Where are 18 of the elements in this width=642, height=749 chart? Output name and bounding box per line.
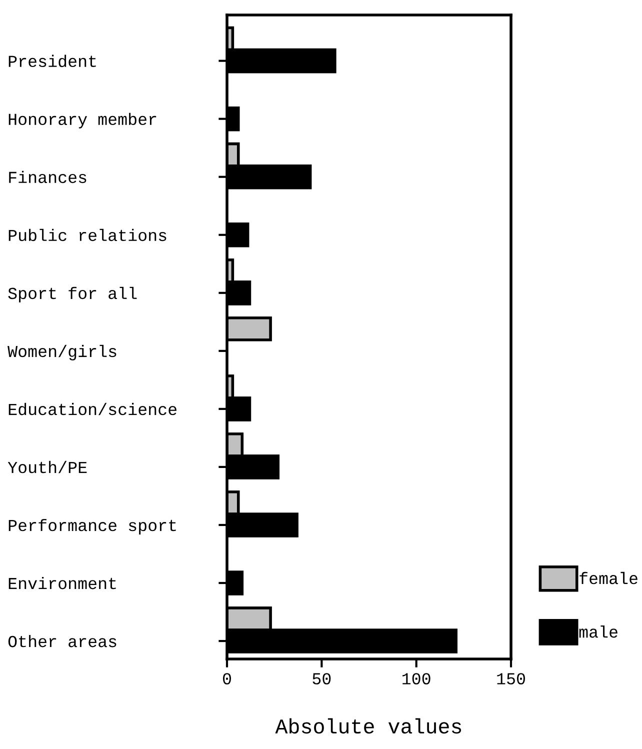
y-tick-label: President: [8, 54, 96, 68]
legend-label: female: [580, 572, 638, 584]
y-tick-label: Environment: [8, 576, 116, 590]
y-tick-label: Finances: [9, 170, 86, 184]
legend-label: male: [579, 626, 618, 638]
y-tick-label: Performance sport: [8, 518, 176, 534]
y-tick-label: Honorary member: [8, 112, 156, 128]
x-tick-label: 50: [312, 673, 331, 684]
y-tick-label: Women/girls: [8, 344, 116, 360]
x-tick-label: 150: [497, 673, 525, 684]
x-tick-label: 0: [223, 673, 231, 684]
y-tick-label: Sport for all: [8, 286, 137, 302]
y-tick-label: Youth/PE: [8, 460, 87, 474]
x-axis-title: Absolute values: [275, 718, 462, 734]
x-tick-label: 100: [402, 673, 430, 684]
y-tick-label: Education/science: [8, 402, 176, 416]
y-tick-label: Other areas: [8, 634, 116, 648]
y-tick-label: Public relations: [8, 228, 166, 242]
